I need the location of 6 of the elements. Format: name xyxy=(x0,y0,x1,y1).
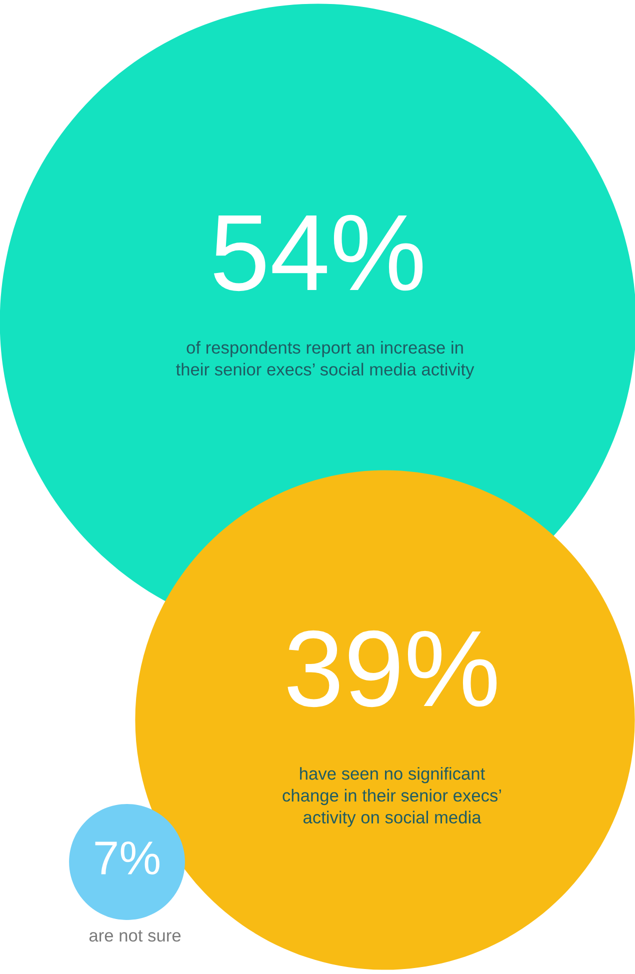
data-label: 7% xyxy=(95,841,160,874)
category-label: have seen no significant change in their senior execs’ activity on social media xyxy=(282,767,501,827)
category-label: of respondents report an increase in their senior execs’ social media activity xyxy=(176,340,474,380)
data-label: 39% xyxy=(288,630,497,708)
category-label: are not sure xyxy=(89,930,181,942)
data-label: 54% xyxy=(214,214,423,292)
